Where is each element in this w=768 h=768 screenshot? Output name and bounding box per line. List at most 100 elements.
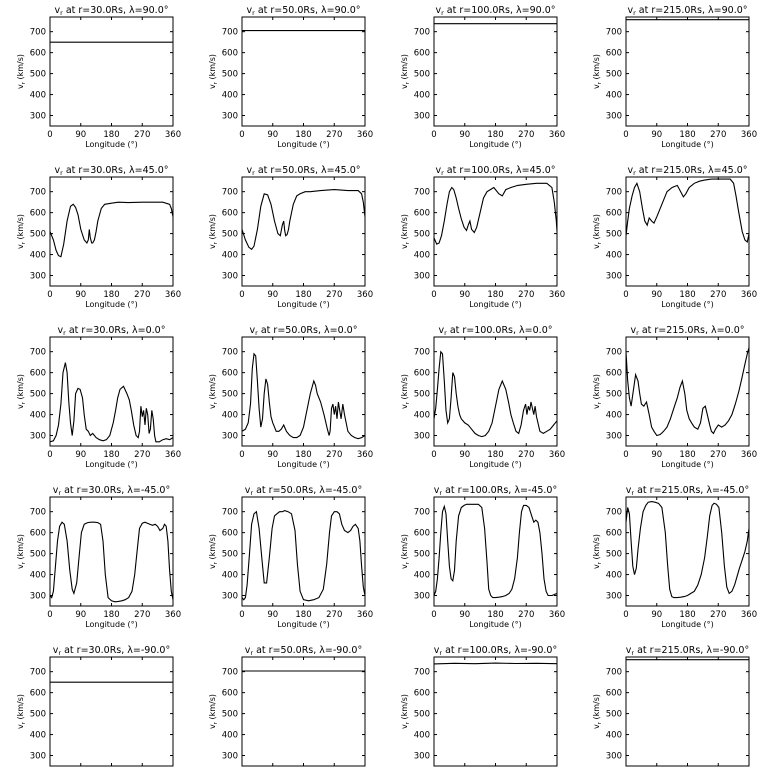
plot-frame bbox=[433, 176, 558, 287]
x-tick-label: 90 bbox=[651, 130, 662, 140]
plot-frame bbox=[241, 656, 366, 767]
x-tick-label: 0 bbox=[623, 450, 628, 460]
y-tick-label: 700 bbox=[606, 668, 622, 678]
x-tick-label: 0 bbox=[431, 450, 436, 460]
panel-title: vr at r=50.0Rs, λ=45.0° bbox=[247, 165, 361, 177]
y-tick-label: 400 bbox=[414, 91, 430, 101]
plot-frame bbox=[625, 336, 750, 447]
x-axis-label: Longitude (°) bbox=[85, 460, 138, 469]
y-tick-label: 300 bbox=[606, 272, 622, 282]
y-tick-label: 300 bbox=[606, 112, 622, 122]
y-tick-label: 300 bbox=[414, 592, 430, 602]
panel-1: 0 90 180 270 360 300 400 500 600 700 vr at r=50.0R… bbox=[208, 5, 373, 149]
x-tick-label: 360 bbox=[549, 610, 565, 620]
y-tick-label: 500 bbox=[606, 230, 622, 240]
panel-title: vr at r=50.0Rs, λ=-90.0° bbox=[245, 645, 362, 657]
y-axis-label: vr (km/s) bbox=[400, 214, 411, 249]
y-axis-label: vr (km/s) bbox=[16, 214, 27, 249]
y-tick-label: 700 bbox=[30, 28, 46, 38]
panel-title: vr at r=30.0Rs, λ=-45.0° bbox=[53, 485, 170, 497]
y-tick-label: 600 bbox=[414, 369, 430, 379]
plot-frame bbox=[625, 16, 750, 127]
series-line bbox=[626, 347, 749, 437]
x-tick-label: 270 bbox=[518, 130, 534, 140]
y-tick-label: 600 bbox=[222, 49, 238, 59]
y-tick-label: 600 bbox=[414, 209, 430, 219]
y-tick-label: 700 bbox=[222, 508, 238, 518]
y-tick-label: 600 bbox=[30, 209, 46, 219]
y-tick-label: 500 bbox=[30, 550, 46, 560]
panel-6: 0 90 180 270 360 300 400 500 600 700 vr at r=100.0… bbox=[400, 165, 565, 309]
x-tick-label: 90 bbox=[267, 130, 278, 140]
x-axis-label: Longitude (°) bbox=[85, 140, 138, 149]
x-tick-label: 270 bbox=[134, 610, 150, 620]
y-tick-label: 300 bbox=[606, 752, 622, 762]
y-tick-label: 600 bbox=[222, 369, 238, 379]
series-line bbox=[50, 362, 173, 443]
series-line bbox=[242, 189, 365, 251]
y-axis-label: vr (km/s) bbox=[400, 54, 411, 89]
y-tick-label: 400 bbox=[414, 571, 430, 581]
x-tick-label: 180 bbox=[679, 610, 695, 620]
x-tick-label: 360 bbox=[741, 290, 757, 300]
x-tick-label: 180 bbox=[295, 290, 311, 300]
y-tick-label: 700 bbox=[222, 668, 238, 678]
y-tick-label: 500 bbox=[30, 390, 46, 400]
y-tick-label: 300 bbox=[30, 752, 46, 762]
x-tick-label: 270 bbox=[326, 610, 342, 620]
x-tick-label: 180 bbox=[679, 130, 695, 140]
y-tick-label: 300 bbox=[30, 432, 46, 442]
y-axis-label: vr (km/s) bbox=[16, 54, 27, 89]
y-tick-label: 600 bbox=[606, 369, 622, 379]
x-tick-label: 360 bbox=[549, 450, 565, 460]
x-tick-label: 270 bbox=[710, 610, 726, 620]
x-tick-label: 270 bbox=[518, 290, 534, 300]
x-axis-label: Longitude (°) bbox=[661, 300, 714, 309]
y-tick-label: 400 bbox=[606, 91, 622, 101]
plot-frame bbox=[625, 176, 750, 287]
y-tick-label: 300 bbox=[606, 592, 622, 602]
y-tick-label: 300 bbox=[414, 432, 430, 442]
panel-title: vr at r=30.0Rs, λ=45.0° bbox=[55, 165, 169, 177]
x-axis-label: Longitude (°) bbox=[469, 300, 522, 309]
panel-5: 0 90 180 270 360 300 400 500 600 700 vr at r=50.0R… bbox=[208, 165, 373, 309]
x-tick-label: 90 bbox=[75, 610, 86, 620]
y-axis-label: vr (km/s) bbox=[208, 694, 219, 729]
y-axis-label: vr (km/s) bbox=[592, 54, 603, 89]
plot-frame bbox=[241, 496, 366, 607]
y-tick-label: 400 bbox=[30, 571, 46, 581]
y-axis-label: vr (km/s) bbox=[208, 374, 219, 409]
plot-frame bbox=[49, 656, 174, 767]
x-tick-label: 180 bbox=[295, 450, 311, 460]
series-line bbox=[434, 662, 557, 665]
x-tick-label: 180 bbox=[103, 450, 119, 460]
x-tick-label: 360 bbox=[357, 130, 373, 140]
y-tick-label: 700 bbox=[30, 508, 46, 518]
y-tick-label: 300 bbox=[222, 592, 238, 602]
y-axis-label: vr (km/s) bbox=[592, 374, 603, 409]
x-tick-label: 180 bbox=[103, 290, 119, 300]
panel-title: vr at r=30.0Rs, λ=90.0° bbox=[55, 5, 169, 17]
x-tick-label: 360 bbox=[165, 130, 181, 140]
panel-title: vr at r=30.0Rs, λ=0.0° bbox=[58, 325, 166, 337]
y-tick-label: 600 bbox=[222, 209, 238, 219]
x-tick-label: 360 bbox=[357, 450, 373, 460]
panel-title: vr at r=215.0Rs, λ=-90.0° bbox=[626, 645, 749, 657]
y-tick-label: 400 bbox=[222, 251, 238, 261]
y-tick-label: 700 bbox=[606, 508, 622, 518]
y-tick-label: 700 bbox=[30, 668, 46, 678]
panel-title: vr at r=100.0Rs, λ=-45.0° bbox=[434, 485, 557, 497]
y-tick-label: 300 bbox=[414, 272, 430, 282]
x-tick-label: 0 bbox=[239, 450, 244, 460]
y-axis-label: vr (km/s) bbox=[16, 374, 27, 409]
panel-title: vr at r=215.0Rs, λ=0.0° bbox=[631, 325, 745, 337]
y-tick-label: 500 bbox=[414, 710, 430, 720]
panel-title: vr at r=30.0Rs, λ=-90.0° bbox=[53, 645, 170, 657]
x-axis-label: Longitude (°) bbox=[661, 460, 714, 469]
plot-frame bbox=[625, 656, 750, 767]
x-tick-label: 0 bbox=[431, 610, 436, 620]
y-axis-label: vr (km/s) bbox=[592, 214, 603, 249]
y-tick-label: 300 bbox=[222, 272, 238, 282]
y-axis-label: vr (km/s) bbox=[208, 214, 219, 249]
y-axis-label: vr (km/s) bbox=[208, 534, 219, 569]
